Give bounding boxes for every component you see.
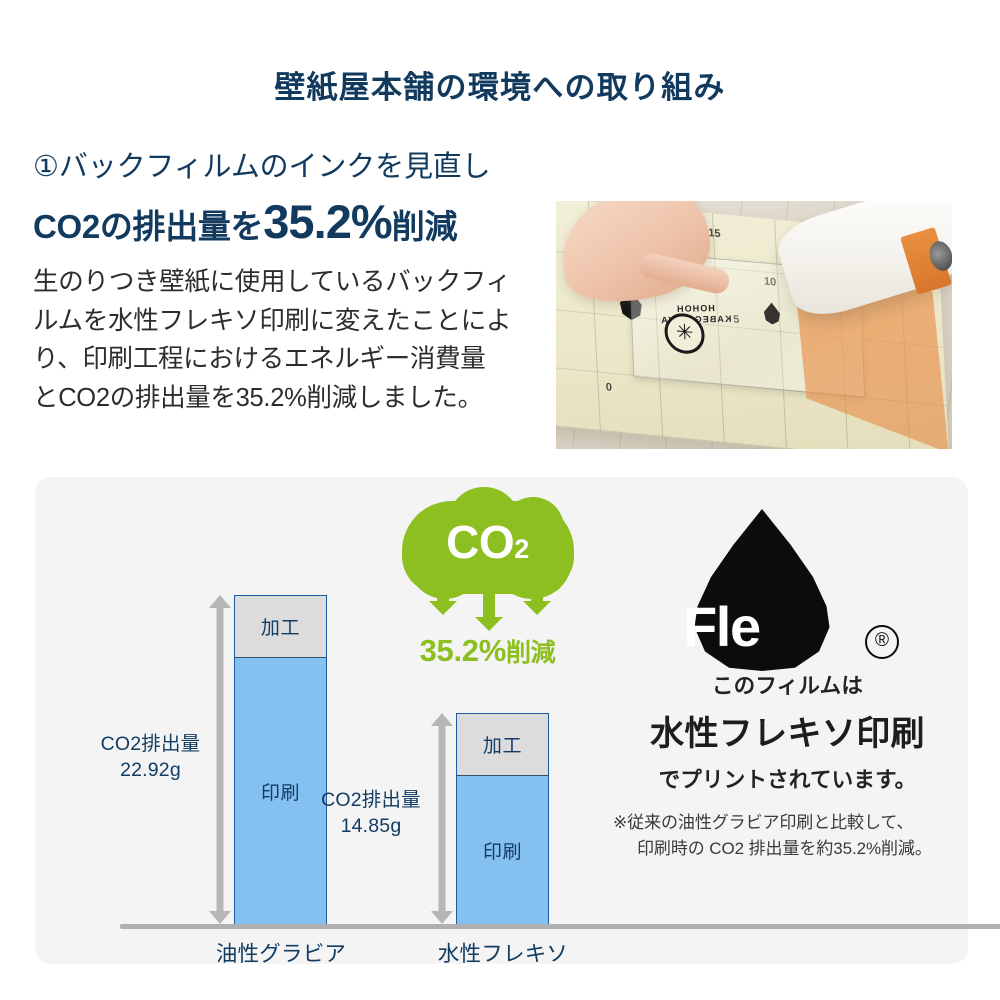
bar-oil-gravure: 加工 印刷	[234, 595, 327, 925]
flexo-caption-line1: このフィルムは	[711, 674, 864, 698]
total-label-caption: CO2排出量	[321, 789, 421, 811]
flexo-wordmark: Flexo	[683, 599, 824, 655]
flexo-wordmark-black: xo	[759, 595, 824, 658]
flexo-footnote-line: 印刷時の CO2 排出量を約35.2%削減。	[637, 838, 932, 858]
intro-body: 生のりつき壁紙に使用しているバックフィ ルムを水性フレキソ印刷に変えたことによ …	[33, 263, 545, 418]
intro-headline-percent: 35.2%	[263, 194, 393, 248]
cloud-reduction-suffix: 削減	[505, 639, 556, 667]
chart-baseline-axis	[120, 924, 1000, 929]
cloud-reduction-caption: 35.2%削減	[380, 633, 595, 669]
cloud-down-arrow-icon	[475, 583, 503, 631]
measure-arrow-water-flexo	[431, 713, 453, 924]
arrow-down-head-icon	[429, 601, 457, 615]
co2-reduction-badge: CO2 35.2%削減	[380, 487, 595, 685]
bar-segment-process: 加工	[235, 596, 326, 658]
measure-arrow-oil-gravure	[209, 595, 231, 924]
arrow-shaft	[216, 605, 224, 914]
cloud-down-arrow-icon	[523, 583, 551, 615]
page-title: 壁紙屋本舗の環境への取り組み	[274, 70, 726, 105]
cloud-co2-text: CO	[446, 516, 515, 568]
arrow-up-head-icon	[431, 713, 453, 726]
bar-water-flexo: 加工 印刷	[456, 713, 549, 925]
arrow-shaft	[483, 583, 495, 620]
flexo-logo: Flexo ®	[607, 501, 968, 673]
arrow-down-head-icon	[431, 911, 453, 924]
total-label-water-flexo: CO2排出量 14.85g	[312, 787, 430, 839]
bar-segment-print-label: 印刷	[260, 783, 301, 804]
flexo-certification-block: Flexo ® このフィルムは 水性フレキソ印刷 でプリントされています。 ※従…	[607, 501, 968, 861]
arrow-shaft	[531, 583, 543, 604]
photo-small-drop-icon	[762, 301, 782, 325]
category-label-water-flexo: 水性フレキソ	[437, 942, 569, 966]
product-photo: 0 5 10 15 HOHOH KABEGAMIYA	[556, 201, 952, 449]
flexo-wordmark-white: Fle	[683, 595, 761, 658]
arrow-up-head-icon	[209, 595, 231, 608]
arrow-down-head-icon	[209, 911, 231, 924]
intro-body-line: り、印刷工程におけるエネルギー消費量	[33, 345, 486, 374]
intro-text-column: ①バックフィルムのインクを見直し CO2の排出量を35.2%削減 生のりつき壁紙…	[33, 150, 545, 418]
total-label-caption: CO2排出量	[100, 733, 201, 755]
photo-ruler-tick: 0	[605, 381, 613, 394]
bar-segment-process-label: 加工	[260, 618, 301, 639]
intro-headline-prefix: CO2の排出量を	[33, 207, 264, 245]
category-label-oil-gravure: 油性グラビア	[215, 942, 347, 966]
bar-segment-print-label: 印刷	[482, 842, 523, 863]
intro-headline-suffix: 削減	[391, 207, 458, 245]
bar-segment-print: 印刷	[457, 776, 548, 925]
arrow-down-head-icon	[523, 601, 551, 615]
total-label-value: 22.92g	[120, 759, 181, 782]
flexo-caption-line3: でプリントされています。	[658, 768, 917, 792]
bar-segment-print: 印刷	[235, 658, 326, 925]
cloud-down-arrow-icon	[429, 583, 457, 615]
intro-body-line: 生のりつき壁紙に使用しているバックフィ	[33, 267, 511, 296]
bar-segment-process: 加工	[457, 714, 548, 776]
photo-film-brand-line: HOHOH	[675, 302, 715, 314]
bar-segment-process-label: 加工	[482, 736, 523, 757]
intro-body-line: ルムを水性フレキソ印刷に変えたことによ	[33, 306, 512, 335]
intro-kicker: ①バックフィルムのインクを見直し	[33, 151, 491, 183]
intro-headline: CO2の排出量を35.2%削減	[33, 195, 545, 249]
arrow-shaft	[437, 583, 449, 604]
intro-body-line: とCO2の排出量を35.2%削減しました。	[33, 384, 483, 413]
arrow-down-head-icon	[475, 617, 503, 631]
flexo-footnote-line: ※従来の油性グラビア印刷と比較して、	[613, 813, 914, 832]
co2-bar-chart: 加工 印刷 加工 印刷 CO2排出量 22.92g	[35, 477, 595, 966]
arrow-shaft	[438, 723, 446, 914]
registered-trademark-icon: ®	[865, 625, 899, 659]
cloud-icon	[402, 487, 574, 599]
total-label-value: 14.85g	[340, 815, 402, 838]
cloud-co2-subscript: 2	[514, 534, 529, 564]
comparison-panel: 加工 印刷 加工 印刷 CO2排出量 22.92g	[35, 477, 1000, 966]
cloud-reduction-value: 35.2%	[419, 633, 507, 668]
total-label-oil-gravure: CO2排出量 22.92g	[93, 731, 208, 783]
flexo-footnote: ※従来の油性グラビア印刷と比較して、 印刷時の CO2 排出量を約35.2%削減…	[607, 810, 968, 861]
cloud-co2-label: CO2	[380, 519, 595, 565]
flexo-caption-line2: 水性フレキソ印刷	[650, 715, 925, 753]
